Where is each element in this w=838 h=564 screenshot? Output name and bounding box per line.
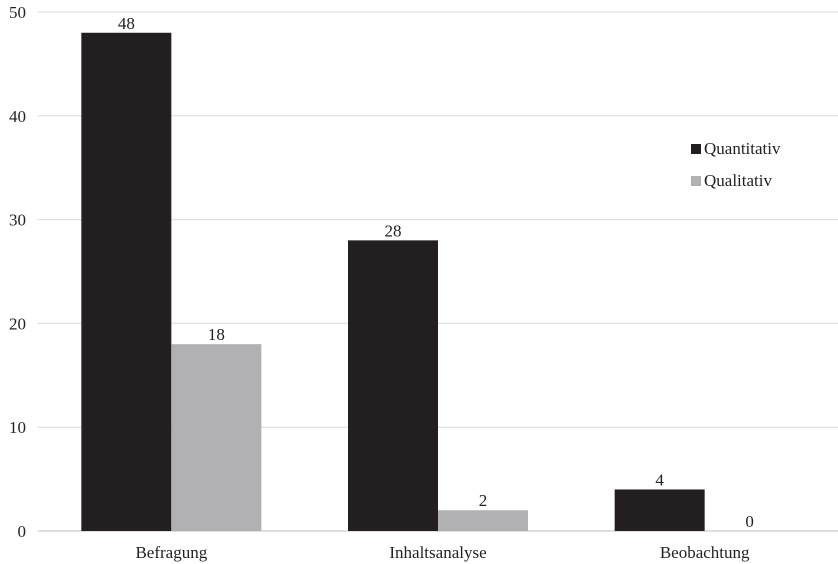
category-label: Beobachtung — [660, 543, 750, 562]
bar-befragung-quantitativ — [81, 32, 172, 531]
bar-inhaltsanalyse-qualitativ — [438, 510, 528, 531]
y-tick-label: 30 — [9, 211, 26, 230]
y-tick-label: 50 — [9, 3, 26, 22]
bar-inhaltsanalyse-quantitativ — [348, 240, 438, 532]
bars — [81, 32, 705, 532]
legend-swatch-qualitativ — [691, 176, 701, 186]
legend-label-qualitativ: Qualitativ — [704, 171, 772, 190]
data-labels: 48 18 28 2 4 0 — [118, 14, 754, 531]
x-axis-categories: Befragung Inhaltsanalyse Beobachtung — [135, 543, 750, 562]
data-label: 18 — [208, 325, 225, 344]
data-label: 2 — [479, 491, 488, 510]
bar-beobachtung-quantitativ — [614, 489, 705, 531]
legend-swatch-quantitativ — [691, 144, 701, 154]
legend: Quantitativ Qualitativ — [691, 139, 781, 190]
bar-befragung-qualitativ — [171, 344, 262, 531]
y-tick-label: 10 — [9, 418, 26, 437]
y-tick-label: 20 — [9, 314, 26, 333]
legend-label-quantitativ: Quantitativ — [704, 139, 781, 158]
y-axis-ticks: 0 10 20 30 40 50 — [9, 3, 26, 541]
data-label: 4 — [655, 470, 664, 489]
data-label: 28 — [385, 221, 402, 240]
y-tick-label: 40 — [9, 107, 26, 126]
data-label: 48 — [118, 14, 135, 33]
category-label: Inhaltsanalyse — [389, 543, 486, 562]
data-label: 0 — [745, 512, 754, 531]
category-label: Befragung — [135, 543, 207, 562]
y-tick-label: 0 — [18, 522, 27, 541]
